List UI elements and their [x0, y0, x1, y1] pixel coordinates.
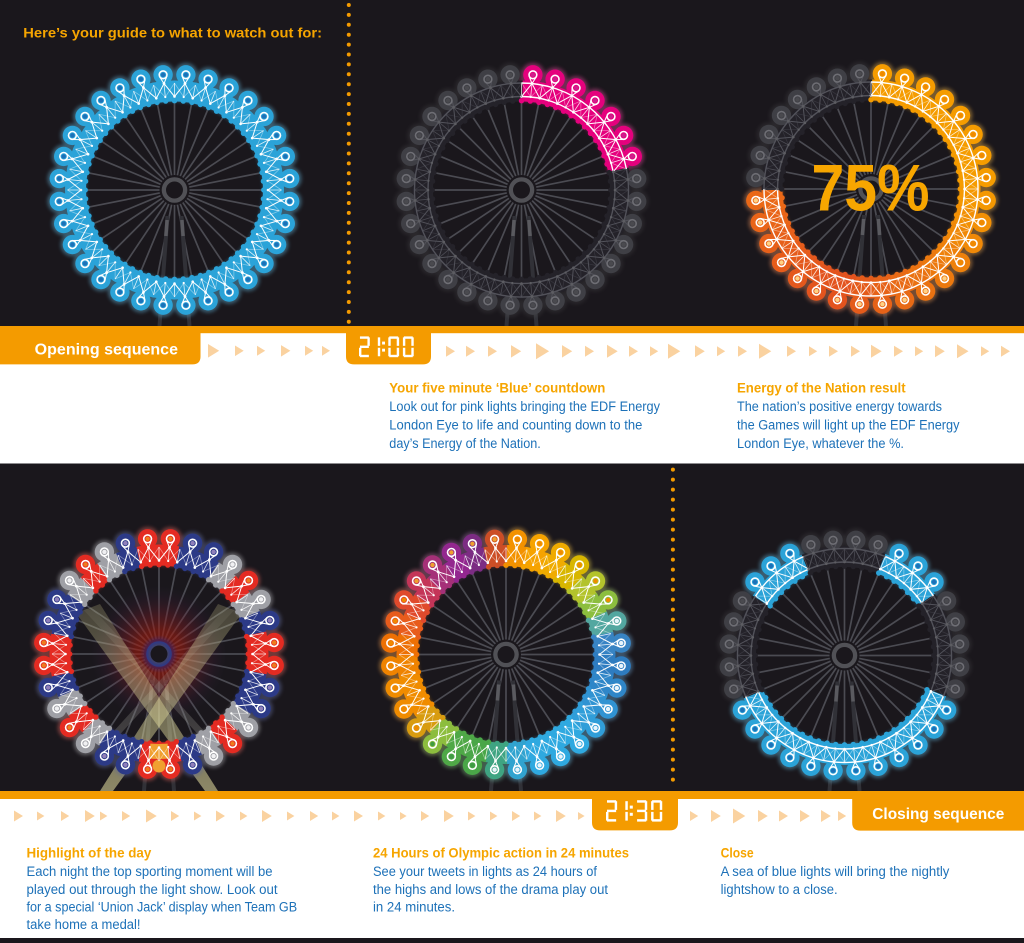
svg-text:day’s Energy of the Nation.: day’s Energy of the Nation.: [389, 436, 541, 452]
svg-text:A sea of blue lights will brin: A sea of blue lights will bring the nigh…: [721, 864, 951, 880]
svg-text:in 24 minutes.: in 24 minutes.: [373, 900, 455, 916]
svg-text:Energy of the Nation result: Energy of the Nation result: [737, 381, 906, 397]
svg-text:Highlight of the day: Highlight of the day: [27, 846, 152, 862]
svg-text:The nation’s positive energy t: The nation’s positive energy towards: [737, 399, 942, 415]
svg-text:75%: 75%: [812, 151, 930, 225]
svg-text:take home a medal!: take home a medal!: [27, 917, 141, 933]
svg-text:the highs and lows of the dram: the highs and lows of the drama play out: [373, 882, 608, 898]
svg-text:London Eye to life and countin: London Eye to life and counting down to …: [389, 418, 642, 434]
svg-text:24 Hours of Olympic action in: 24 Hours of Olympic action in 24 minutes: [373, 846, 629, 862]
svg-text:Opening sequence: Opening sequence: [35, 341, 178, 358]
svg-text:played out through the light s: played out through the light show. Look …: [27, 882, 278, 898]
svg-text:Your five minute ‘Blue’ countd: Your five minute ‘Blue’ countdown: [389, 381, 605, 397]
svg-text:Closing sequence: Closing sequence: [872, 806, 1004, 823]
svg-text:Look out for pink lights bring: Look out for pink lights bringing the ED…: [389, 399, 661, 415]
svg-text:Close: Close: [721, 846, 754, 862]
svg-text:for a special ‘Union Jack’ dis: for a special ‘Union Jack’ display when …: [27, 900, 298, 916]
svg-text:lightshow to a close.: lightshow to a close.: [721, 882, 838, 898]
svg-text:See your tweets in lights as 2: See your tweets in lights as 24 hours of: [373, 864, 597, 880]
svg-text:London Eye, whatever the %.: London Eye, whatever the %.: [737, 436, 904, 452]
svg-text:the Games will light up the ED: the Games will light up the EDF Energy: [737, 418, 960, 434]
svg-text:Each night the top sporting mo: Each night the top sporting moment will …: [27, 864, 273, 880]
svg-text:Here’s your guide to what to w: Here’s your guide to what to watch out f…: [23, 26, 322, 41]
